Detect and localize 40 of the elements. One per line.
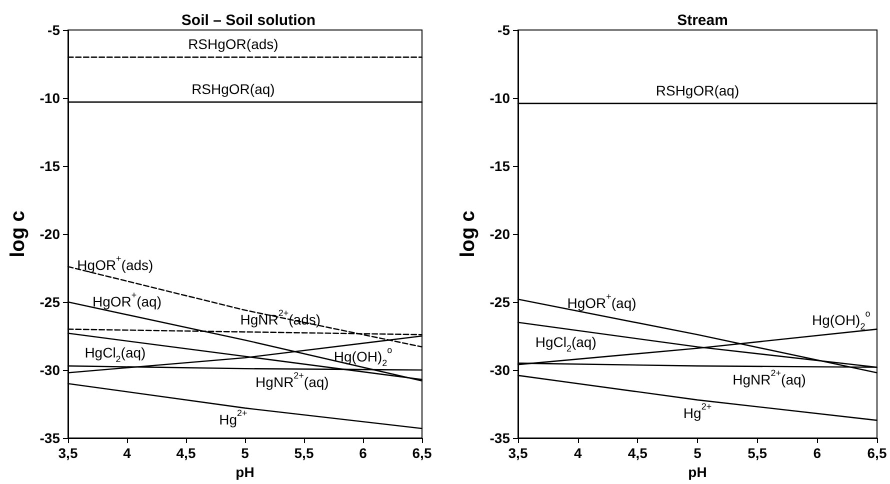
y-tick-label: -25 xyxy=(490,294,510,310)
series-label: HgOR+(ads) xyxy=(77,254,154,274)
y-tick-label: -5 xyxy=(498,22,510,38)
x-tick-label: 4 xyxy=(123,445,132,461)
x-tick-label: 3,5 xyxy=(58,445,78,461)
y-tick-label: -15 xyxy=(490,158,510,174)
y-tick-label: -30 xyxy=(40,362,60,378)
series-label: HgOR+(aq) xyxy=(567,291,636,311)
x-axis-title: pH xyxy=(688,464,707,480)
y-tick-label: -35 xyxy=(490,430,510,446)
y-axis-title: log c xyxy=(457,210,479,258)
x-tick-label: 6,5 xyxy=(412,445,432,461)
x-tick-label: 5,5 xyxy=(294,445,314,461)
x-axis-title: pH xyxy=(236,464,254,480)
x-tick-label: 5,5 xyxy=(748,445,768,461)
chart-title: Stream xyxy=(677,12,728,29)
x-tick-label: 6 xyxy=(813,445,822,461)
y-axis-title: log c xyxy=(7,210,29,258)
x-tick-label: 6 xyxy=(359,445,368,461)
y-tick-label: -20 xyxy=(490,226,510,242)
chart-title: Soil – Soil solution xyxy=(181,12,316,29)
x-tick-label: 6,5 xyxy=(867,445,887,461)
x-tick-label: 3,5 xyxy=(508,445,528,461)
y-tick-label: -30 xyxy=(490,362,510,378)
y-tick-label: -25 xyxy=(40,294,60,310)
y-tick-label: -20 xyxy=(40,226,60,242)
y-tick-label: -10 xyxy=(490,90,510,106)
x-tick-label: 5 xyxy=(694,445,702,461)
y-tick-label: -15 xyxy=(40,158,60,174)
series-label: RSHgOR(aq) xyxy=(192,81,275,98)
x-tick-label: 4,5 xyxy=(176,445,196,461)
series-label: RSHgOR(ads) xyxy=(188,36,278,52)
legend-label: HgOR+(aq) xyxy=(92,290,162,310)
y-tick-label: -5 xyxy=(48,22,60,38)
x-tick-label: 4 xyxy=(574,445,582,461)
series-label: RSHgOR(aq) xyxy=(656,82,740,98)
x-tick-label: 4,5 xyxy=(628,445,648,461)
y-tick-label: -35 xyxy=(40,430,60,446)
x-tick-label: 5 xyxy=(241,445,250,461)
y-tick-label: -10 xyxy=(40,90,60,106)
